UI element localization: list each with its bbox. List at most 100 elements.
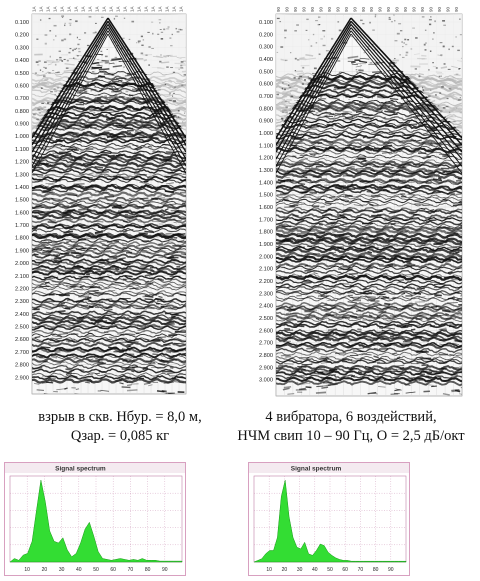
time-tick-label: 0.100: [15, 20, 29, 26]
time-tick-label: 1.100: [259, 143, 273, 149]
trace-tick-label: 90: [403, 6, 408, 12]
left-caption: взрыв в скв. Нбур. = 8,0 м, Qзар. = 0,08…: [0, 408, 240, 446]
time-tick-label: 0.800: [259, 106, 273, 112]
trace-tick-label: 90: [437, 6, 442, 12]
time-tick-label: 0.200: [15, 33, 29, 39]
time-tick-label: 2.800: [259, 353, 273, 359]
spectrum-x-tick-label: 60: [110, 567, 116, 573]
time-tick-label: 1.300: [259, 168, 273, 174]
time-tick-label: 2.100: [259, 267, 273, 273]
trace-tick-label: 1A: [102, 6, 107, 12]
trace-tick-label: 1A: [60, 6, 65, 12]
time-tick-label: 1.100: [15, 147, 29, 153]
time-tick-label: 1.900: [259, 242, 273, 248]
trace-tick-label: 1A: [172, 6, 177, 12]
trace-tick-label: 1A: [46, 6, 51, 12]
time-tick-label: 2.100: [15, 274, 29, 280]
time-tick-label: 0.900: [15, 122, 29, 128]
right-spectrum-title: Signal spectrum: [291, 466, 342, 473]
time-tick-label: 0.700: [15, 96, 29, 102]
time-tick-label: 1.500: [15, 198, 29, 204]
time-tick-label: 3.000: [259, 378, 273, 384]
time-tick-label: 2.500: [15, 325, 29, 331]
spectrum-x-tick-label: 20: [42, 567, 48, 573]
spectrum-x-tick-label: 80: [145, 567, 151, 573]
trace-tick-label: 90: [369, 6, 374, 12]
spectrum-x-tick-label: 40: [312, 567, 318, 573]
spectrum-x-tick-label: 50: [93, 567, 99, 573]
time-tick-label: 0.900: [259, 119, 273, 125]
spectrum-x-tick-label: 70: [128, 567, 134, 573]
time-tick-label: 0.800: [15, 109, 29, 115]
time-tick-label: 1.400: [15, 185, 29, 191]
time-tick-label: 1.400: [259, 180, 273, 186]
trace-tick-label: 1A: [53, 6, 58, 12]
trace-tick-label: 90: [412, 6, 417, 12]
spectrum-x-tick-label: 70: [358, 567, 364, 573]
trace-tick-label: 90: [445, 6, 450, 12]
time-tick-label: 1.600: [15, 210, 29, 216]
trace-tick-label: 90: [386, 6, 391, 12]
spectrum-x-tick-label: 30: [59, 567, 65, 573]
time-tick-label: 0.500: [15, 71, 29, 77]
trace-tick-label: 1A: [95, 6, 100, 12]
time-tick-label: 1.700: [259, 217, 273, 223]
trace-tick-label: 90: [285, 6, 290, 12]
time-tick-label: 2.300: [259, 291, 273, 297]
trace-tick-label: 90: [335, 6, 340, 12]
trace-tick-label: 1A: [123, 6, 128, 12]
time-tick-label: 1.000: [15, 134, 29, 140]
time-tick-label: 2.900: [259, 365, 273, 371]
trace-tick-label: 90: [428, 6, 433, 12]
trace-tick-label: 1A: [116, 6, 121, 12]
time-tick-label: 0.100: [259, 20, 273, 26]
trace-tick-label: 1A: [165, 6, 170, 12]
trace-tick-label: 90: [319, 6, 324, 12]
trace-tick-label: 90: [378, 6, 383, 12]
spectrum-x-tick-label: 10: [266, 567, 272, 573]
trace-tick-label: 90: [361, 6, 366, 12]
trace-tick-label: 1A: [144, 6, 149, 12]
time-tick-label: 2.700: [259, 341, 273, 347]
spectrum-x-tick-label: 90: [162, 567, 168, 573]
time-tick-label: 2.700: [15, 350, 29, 356]
time-tick-label: 1.600: [259, 205, 273, 211]
spectrum-x-tick-label: 40: [76, 567, 82, 573]
time-tick-label: 2.400: [15, 312, 29, 318]
trace-tick-label: 1A: [67, 6, 72, 12]
right-caption-line2: НЧМ свип 10 – 90 Гц, O = 2,5 дБ/окт: [222, 427, 480, 446]
trace-tick-label: 1A: [32, 6, 37, 12]
trace-tick-label: 1A: [137, 6, 142, 12]
trace-tick-label: 1A: [88, 6, 93, 12]
right-caption-line1: 4 вибратора, 6 воздействий,: [222, 408, 480, 427]
time-tick-label: 2.200: [259, 279, 273, 285]
spectrum-x-tick-label: 10: [24, 567, 30, 573]
time-tick-label: 2.900: [15, 375, 29, 381]
time-tick-label: 2.500: [259, 316, 273, 322]
right-seismogram-svg: 0.1000.2000.3000.4000.5000.6000.7000.800…: [240, 0, 480, 398]
trace-tick-label: 90: [395, 6, 400, 12]
time-tick-label: 1.800: [259, 230, 273, 236]
trace-tick-label: 90: [344, 6, 349, 12]
left-seismogram-svg: 0.1000.2000.3000.4000.5000.6000.7000.800…: [0, 0, 240, 398]
trace-tick-label: 90: [352, 6, 357, 12]
time-tick-label: 0.700: [259, 94, 273, 100]
trace-tick-label: 1A: [81, 6, 86, 12]
trace-tick-label: 90: [302, 6, 307, 12]
spectrum-x-tick-label: 30: [297, 567, 303, 573]
time-tick-label: 0.600: [15, 83, 29, 89]
time-tick-label: 0.600: [259, 82, 273, 88]
time-tick-label: 1.500: [259, 193, 273, 199]
trace-tick-label: 90: [276, 6, 281, 12]
trace-tick-label: 1A: [158, 6, 163, 12]
time-tick-label: 0.500: [259, 69, 273, 75]
trace-tick-label: 1A: [39, 6, 44, 12]
time-tick-label: 2.000: [15, 261, 29, 267]
time-tick-label: 0.300: [259, 45, 273, 51]
spectrum-x-tick-label: 50: [327, 567, 333, 573]
